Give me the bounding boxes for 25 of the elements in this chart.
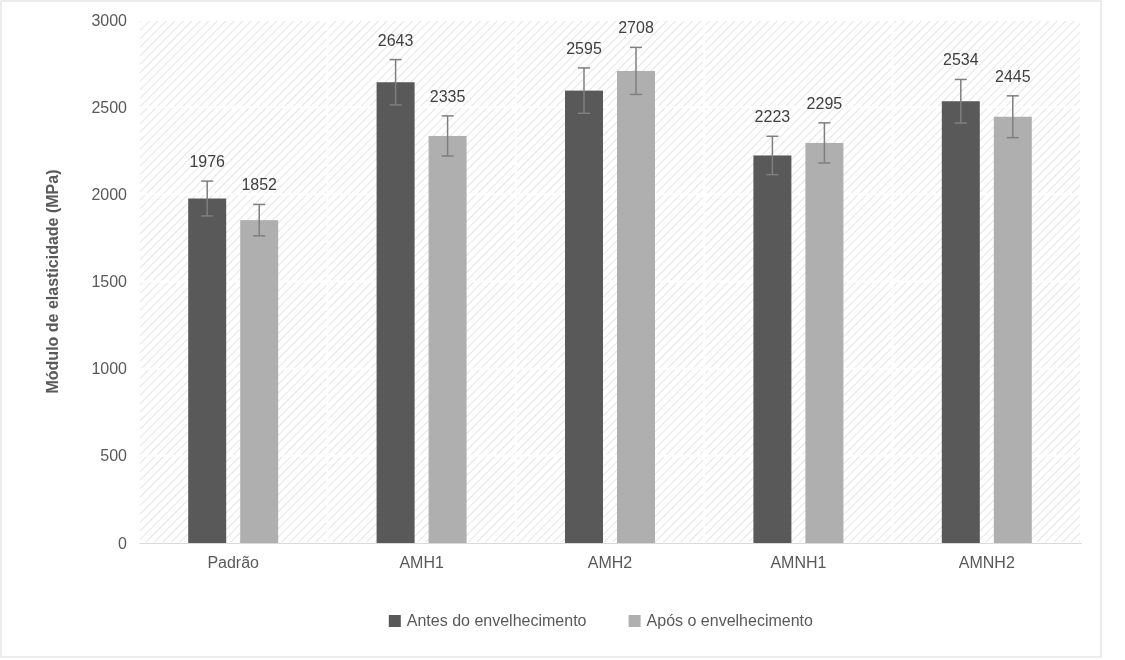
- x-tick-label: AMH2: [587, 554, 633, 572]
- x-tick-label: AMNH1: [770, 554, 827, 572]
- x-tick-label: Padrão: [207, 554, 260, 572]
- y-tick-label: 0: [118, 534, 128, 552]
- y-axis-title: Módulo de elasticidade (MPa): [44, 169, 61, 394]
- y-tick-label: 3000: [91, 11, 128, 29]
- data-label: 2595: [566, 39, 602, 57]
- y-tick-label: 2500: [91, 98, 128, 116]
- data-label: 2223: [754, 108, 791, 126]
- data-label: 2335: [429, 87, 466, 105]
- data-label: 1976: [189, 153, 226, 171]
- legend-label: Após o envelhecimento: [646, 612, 814, 629]
- y-tick-label: 500: [100, 447, 128, 465]
- data-label: 2643: [377, 31, 414, 49]
- y-tick-label: 1500: [91, 273, 128, 291]
- data-label: 2708: [618, 19, 654, 37]
- data-label: 1852: [241, 176, 278, 194]
- data-label: 2445: [995, 67, 1031, 85]
- x-tick-label: AMH1: [399, 554, 444, 572]
- legend-label: Antes do envelhecimento: [406, 612, 587, 629]
- y-tick-label: 1000: [91, 360, 128, 378]
- data-label: 2534: [943, 51, 979, 69]
- data-label: 2295: [806, 94, 843, 112]
- y-tick-label: 2000: [91, 185, 128, 203]
- x-tick-label: AMNH2: [958, 554, 1015, 572]
